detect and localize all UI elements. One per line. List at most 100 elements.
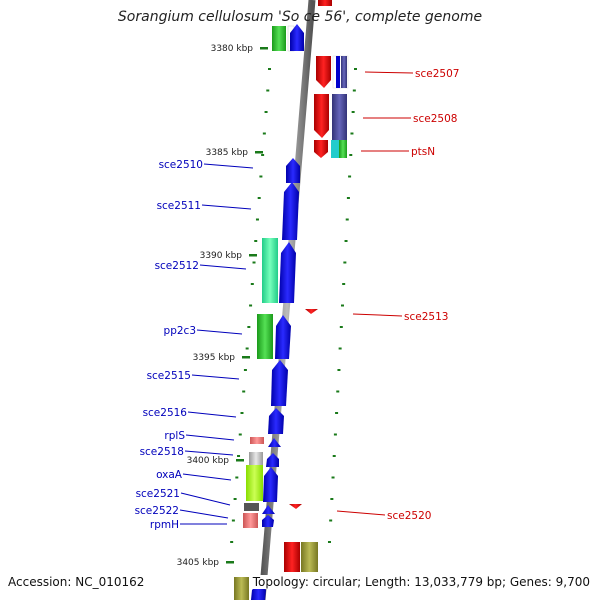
tick-mark (262, 132, 266, 135)
tick-mark (351, 111, 355, 113)
tick-mark (249, 304, 253, 307)
cds-reverse (316, 56, 331, 88)
gene-label-sce2518: sce2518 (140, 446, 184, 458)
tick-mark (331, 476, 335, 479)
reverse-strand (284, 0, 349, 572)
leader-line (199, 264, 247, 270)
accession-label: Accession: NC_010162 (8, 575, 145, 589)
leader-line (184, 450, 234, 456)
tick-mark (255, 218, 259, 221)
leader-line (336, 510, 386, 516)
tick-mark (247, 326, 251, 328)
cds-reverse (336, 56, 340, 88)
leader-line (201, 204, 252, 210)
tick-mark (238, 433, 242, 436)
cds-reverse (331, 140, 339, 158)
cds-forward (275, 315, 291, 359)
cds-forward (244, 503, 259, 511)
gene-label-sce2522: sce2522 (135, 505, 179, 517)
leader-line (179, 509, 229, 519)
gene-label-ptsN: ptsN (411, 146, 435, 158)
label-leaders (179, 71, 414, 525)
tick-mark (342, 283, 346, 285)
scale-label: 3395 kbp (193, 353, 236, 363)
cds-forward (234, 577, 249, 600)
scale-tick (236, 459, 244, 462)
tick-mark (235, 476, 239, 479)
tick-mark (252, 261, 256, 264)
tick-mark (345, 218, 349, 221)
leader-line (187, 411, 237, 418)
leader-line (352, 313, 403, 317)
scale-label: 3380 kbp (211, 44, 254, 54)
cds-forward (263, 467, 278, 502)
tick-mark (335, 412, 339, 414)
scale-ticks: 3380 kbp 3385 kbp 3390 kbp 3395 kbp 3400 kbp… (177, 44, 268, 568)
tick-mark (354, 68, 357, 70)
tick-mark (266, 89, 270, 92)
tick-mark (233, 498, 237, 500)
tick-mark (340, 304, 344, 307)
map-title: Sorangium cellulosum 'So ce 56', complet… (117, 9, 483, 25)
gene-label-sce2515: sce2515 (147, 370, 191, 382)
leader-line (203, 163, 254, 169)
cds-forward (262, 515, 274, 527)
gene-label-sce2513: sce2513 (404, 311, 448, 323)
tick-mark (336, 390, 340, 393)
gene-label-sce2520: sce2520 (387, 510, 431, 522)
cds-reverse (301, 542, 318, 572)
cds-forward (271, 360, 288, 406)
gene-labels: sce2510 sce2511 sce2512 pp2c3 sce2515 sce2516… (135, 68, 460, 531)
tick-mark (254, 240, 258, 242)
tick-mark (242, 390, 246, 393)
scale-tick (260, 47, 268, 50)
gene-label-sce2508: sce2508 (413, 113, 457, 125)
scale-tick (249, 254, 257, 257)
cds-forward (250, 437, 264, 444)
leader-line (364, 71, 414, 74)
gene-label-oxaA: oxaA (156, 469, 183, 481)
gene-label-sce2521: sce2521 (136, 488, 180, 500)
gene-label-sce2511: sce2511 (157, 200, 201, 212)
scale-tick (255, 151, 263, 154)
tick-mark (338, 347, 342, 350)
forward-strand (234, 24, 304, 600)
cds-forward (268, 408, 284, 434)
cds-reverse (289, 504, 302, 509)
tick-mark (261, 154, 265, 156)
cds-reverse (305, 309, 318, 314)
cds-reverse (318, 0, 332, 6)
cds-reverse (341, 56, 347, 88)
tick-mark (245, 347, 249, 350)
cds-forward (246, 465, 263, 501)
tick-mark (240, 412, 244, 414)
tick-mark (329, 519, 333, 522)
scale-label: 3400 kbp (187, 456, 230, 466)
tick-mark (348, 175, 352, 178)
cds-forward (262, 238, 278, 303)
cds-forward (279, 242, 296, 303)
scale-tick (242, 356, 250, 359)
cds-reverse (332, 94, 347, 140)
gene-label-rpmH: rpmH (150, 519, 179, 531)
tick-mark (346, 197, 350, 199)
tick-mark (349, 154, 353, 156)
leader-line (180, 492, 231, 506)
tick-mark (330, 498, 334, 500)
cds-forward (290, 24, 304, 51)
leader-line (191, 374, 240, 380)
gene-label-sce2512: sce2512 (155, 260, 199, 272)
tick-mark (344, 240, 348, 242)
cds-reverse (284, 542, 300, 572)
tick-mark (257, 197, 261, 199)
gene-label-pp2c3: pp2c3 (164, 325, 196, 337)
tick-mark (327, 541, 331, 543)
tick-mark (264, 111, 268, 113)
gene-label-sce2510: sce2510 (159, 159, 203, 171)
cds-forward (286, 158, 300, 183)
genome-stats: Topology: circular; Length: 13,033,779 b… (249, 575, 590, 589)
tick-mark (333, 433, 337, 436)
gene-label-rplS: rplS (164, 430, 185, 442)
